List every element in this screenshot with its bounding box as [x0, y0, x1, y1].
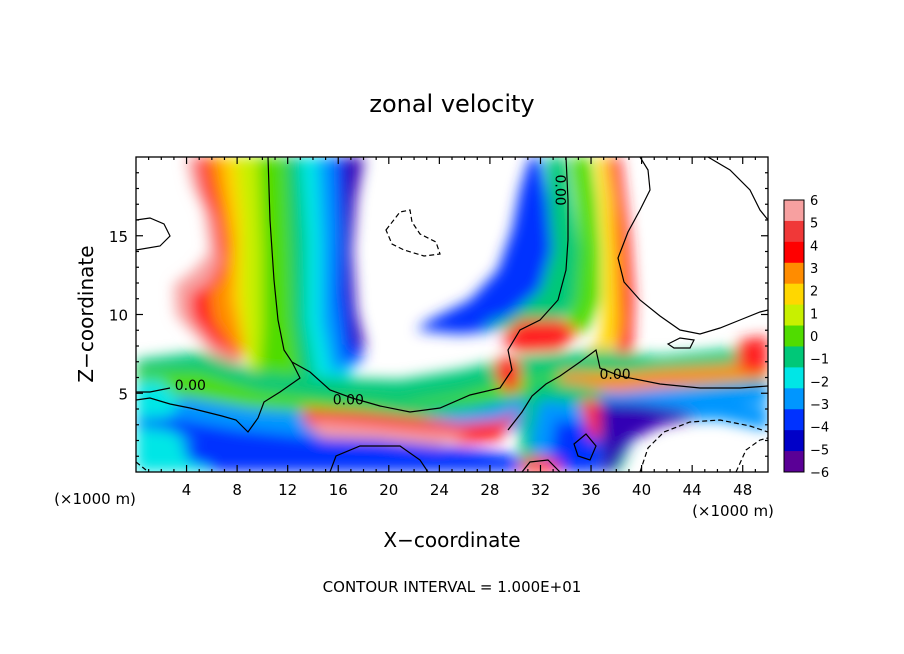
x-tick-label: 12 [278, 481, 297, 499]
colorbar-label: 0 [810, 330, 818, 345]
colorbar-swatch [784, 325, 804, 347]
colorbar-swatch [784, 304, 804, 327]
zero-contour-left-2 [136, 387, 171, 393]
x-axis-label: X−coordinate [383, 528, 520, 552]
colorbar-swatch [784, 200, 804, 222]
x-tick-label: 28 [480, 481, 499, 499]
colorbar-label: −1 [810, 353, 829, 368]
bottom-contour-3 [573, 433, 597, 461]
contour-label: 0.00 [599, 367, 630, 383]
x-tick-label: 36 [581, 481, 600, 499]
colorbar-label: −2 [810, 375, 829, 390]
closed-contour-upper-right-2 [707, 157, 768, 221]
x-tick-label: 40 [632, 481, 651, 499]
dashed-contour-lower-right [639, 419, 768, 472]
y-tick-label: 10 [109, 307, 128, 325]
x-tick-label: 20 [379, 481, 398, 499]
y-tick-label: 5 [118, 385, 128, 403]
zero-contour-left [136, 157, 301, 433]
colorbar-label: −4 [810, 421, 829, 436]
zero-contour-right [507, 348, 768, 431]
contour-interval-note: CONTOUR INTERVAL = 1.000E+01 [323, 578, 582, 596]
colorbar-label: 3 [810, 262, 818, 277]
contour-label: 0.00 [333, 392, 364, 408]
contour-label: 0.00 [552, 174, 568, 205]
axis-ticks [136, 157, 768, 472]
x-tick-label: 16 [329, 481, 348, 499]
colorbar-swatch [784, 262, 804, 285]
x-tick-label: 24 [430, 481, 449, 499]
bottom-contour [329, 445, 429, 472]
x-tick-label: 44 [683, 481, 702, 499]
colorbar-label: 4 [810, 239, 818, 254]
x-tick-label: 4 [182, 481, 192, 499]
closed-contour-left-edge [136, 217, 171, 251]
x-tick-label: 48 [733, 481, 752, 499]
colorbar-swatch [784, 430, 804, 452]
colorbar-label: −3 [810, 398, 829, 413]
colorbar-swatch [784, 241, 804, 264]
colorbar-swatch [784, 451, 804, 473]
colorbar-swatch [784, 220, 804, 243]
colorbar-swatch [784, 409, 804, 431]
colorbar-swatch [784, 367, 804, 389]
colorbar-label: −6 [810, 466, 829, 481]
colorbar-label: 5 [810, 217, 818, 232]
plot-area: 0.000.000.000.00 4 8 12 16 20 24 28 32 36 40 44 485… [109, 156, 769, 499]
colorbar-frame [783, 199, 805, 473]
colorbar-swatch [784, 388, 804, 410]
x-tick-label: 8 [232, 481, 242, 499]
zero-contour-jet [291, 157, 569, 413]
dashed-contour-bottom-left [136, 461, 147, 471]
colorbar-label: 6 [810, 194, 818, 209]
colorbar-label: −5 [810, 443, 829, 458]
contour-lines [136, 157, 768, 472]
colorbar-label: 1 [810, 307, 818, 322]
chart-title: zonal velocity [369, 90, 534, 118]
contour-label-layer: 0.00 0.00 0.00 0.00 [175, 174, 631, 408]
colorbar-label: 2 [810, 285, 818, 300]
colorbar: 6 5 4 3 2 1 0 −1 −2 −3 −4 −5 −6 [783, 194, 829, 481]
contour-label: 0.00 [175, 378, 206, 394]
y-axis-label: Z−coordinate [74, 245, 98, 382]
velocity-field [136, 157, 768, 472]
x-unit-left: (×1000 m) [54, 490, 136, 508]
dashed-contour-lower-right-2 [735, 437, 768, 472]
closed-contour-upper-right [617, 157, 768, 335]
x-unit-right: (×1000 m) [692, 502, 774, 520]
y-tick-label: 15 [109, 228, 128, 246]
dashed-contour-upper [385, 209, 441, 257]
colorbar-swatch [784, 283, 804, 306]
small-contour-loop [666, 337, 695, 349]
x-tick-label: 32 [531, 481, 550, 499]
bottom-contour-2 [521, 459, 561, 472]
colorbar-swatch [784, 346, 804, 368]
